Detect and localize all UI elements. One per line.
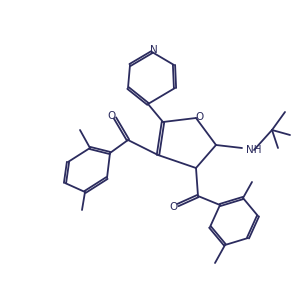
Text: O: O — [196, 112, 204, 122]
Text: N: N — [150, 45, 158, 55]
Text: NH: NH — [246, 145, 261, 155]
Text: O: O — [107, 111, 115, 121]
Text: O: O — [169, 202, 177, 212]
